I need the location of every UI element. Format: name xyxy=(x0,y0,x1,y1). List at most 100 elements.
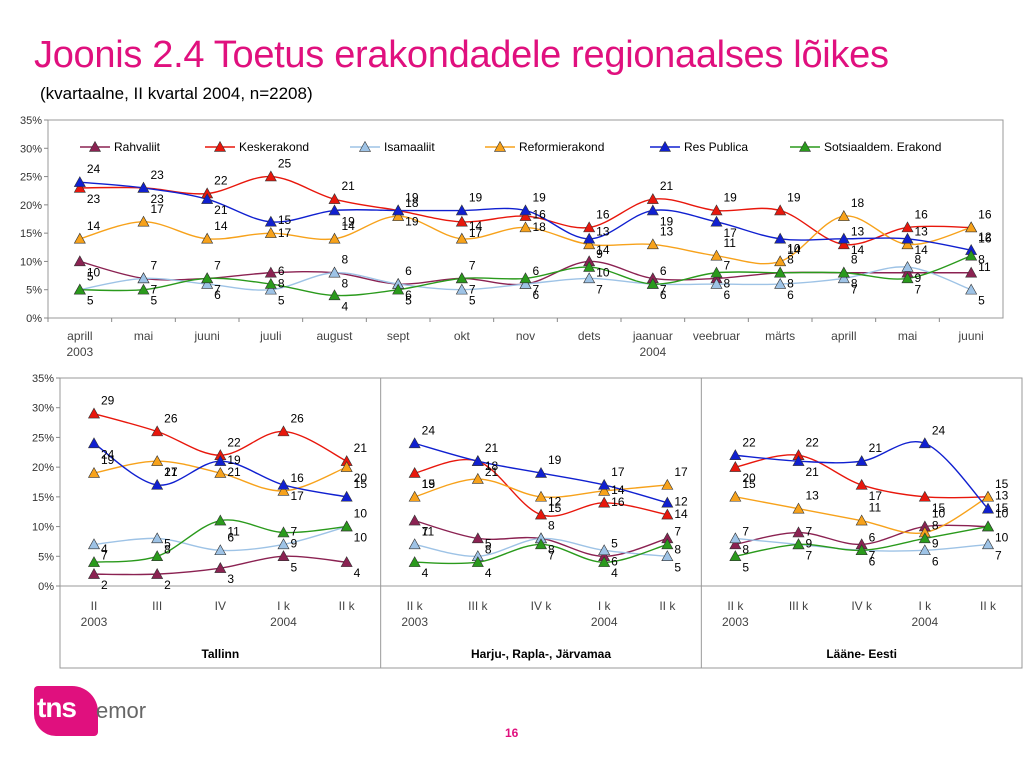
legend-marker-rahvaliit xyxy=(88,140,102,152)
panel-tallinn-data-label-rahvaliit: 5 xyxy=(291,560,298,574)
top-data-label-sotsiaaldem-erakond: 6 xyxy=(660,288,667,302)
top-point-sotsiaaldem-erakond xyxy=(264,277,277,289)
top-data-label-rahvaliit: 7 xyxy=(660,282,667,296)
top-point-rahvaliit xyxy=(264,266,277,278)
top-x-tick-label: juuli xyxy=(259,329,281,343)
panel-harju-rapla-jarvamaa-data-label-reformierakond: 15 xyxy=(548,501,562,515)
panel-laane-eesti-data-label-reformierakond: 9 xyxy=(932,537,939,551)
panel-tallinn-data-label-reformierakond: 16 xyxy=(291,471,305,485)
top-data-label-keskerakond: 19 xyxy=(724,191,738,205)
legend-marker-sotsiaaldem-erakond xyxy=(798,140,812,152)
top-data-label-sotsiaaldem-erakond: 5 xyxy=(405,294,412,308)
bottom-y-tick-label: 30% xyxy=(32,403,54,415)
top-data-label-sotsiaaldem-erakond: 7 xyxy=(214,258,221,272)
top-y-tick-label: 35% xyxy=(20,115,42,127)
top-data-label-reformierakond: 13 xyxy=(596,224,610,238)
panel-harju-rapla-jarvamaa-point-reformierakond xyxy=(408,490,421,502)
panel-tallinn-data-label-rahvaliit: 3 xyxy=(227,572,234,586)
top-point-reformierakond xyxy=(837,210,850,221)
panel-harju-rapla-jarvamaa-data-label-res-publica: 21 xyxy=(485,465,499,479)
legend-label-keskerakond: Keskerakond xyxy=(239,140,309,154)
top-data-label-sotsiaaldem-erakond: 8 xyxy=(724,277,731,291)
panel-tallinn-title: Tallinn xyxy=(201,647,239,661)
top-point-sotsiaaldem-erakond xyxy=(392,283,405,295)
panel-tallinn-data-label-sotsiaaldem-erakond: 4 xyxy=(101,542,108,556)
panel-laane-eesti-data-label-isamaaliit: 7 xyxy=(806,524,813,538)
logo-emor-text: emor xyxy=(96,698,147,723)
panel-laane-eesti-point-reformierakond xyxy=(981,490,995,502)
panel-harju-rapla-jarvamaa-point-reformierakond xyxy=(534,490,548,502)
page-title: Joonis 2.4 Toetus erakondadele regionaal… xyxy=(34,34,889,76)
top-x-tick-label: august xyxy=(316,329,353,343)
top-data-label-reformierakond: 14 xyxy=(214,219,228,233)
top-point-keskerakond xyxy=(583,221,596,233)
top-data-label-keskerakond: 19 xyxy=(787,191,801,205)
top-data-label-reformierakond: 13 xyxy=(915,224,929,238)
panel-tallinn-point-sotsiaaldem-erakond xyxy=(87,556,101,567)
panel-harju-rapla-jarvamaa-data-label-keskerakond: 12 xyxy=(674,495,688,509)
panel-laane-eesti-line-res-publica xyxy=(735,441,989,510)
panel-tallinn-data-label-isamaaliit: 8 xyxy=(164,542,171,556)
panel-tallinn-data-label-reformierakond: 20 xyxy=(354,471,368,485)
panel-laane-eesti-data-label-keskerakond: 20 xyxy=(742,471,756,485)
top-data-label-isamaaliit: 6 xyxy=(533,288,540,302)
top-y-tick-label: 30% xyxy=(20,143,42,155)
top-data-label-keskerakond: 16 xyxy=(915,207,929,221)
panel-harju-rapla-jarvamaa-x-year-label: 2004 xyxy=(591,615,618,629)
top-point-keskerakond xyxy=(837,238,850,250)
top-data-label-res-publica: 19 xyxy=(660,215,674,229)
panel-tallinn-data-label-sotsiaaldem-erakond: 11 xyxy=(227,525,240,539)
top-data-label-res-publica: 14 xyxy=(851,243,865,257)
panel-laane-eesti-data-label-keskerakond: 17 xyxy=(869,489,883,503)
panel-tallinn-point-sotsiaaldem-erakond xyxy=(340,520,353,532)
panel-harju-rapla-jarvamaa-data-label-reformierakond: 16 xyxy=(611,495,625,509)
top-point-isamaaliit xyxy=(519,277,532,289)
panel-harju-rapla-jarvamaa-point-keskerakond xyxy=(408,466,421,478)
panel-tallinn-data-label-rahvaliit: 2 xyxy=(101,578,108,592)
top-point-isamaaliit xyxy=(965,283,978,295)
panel-laane-eesti-point-keskerakond xyxy=(855,478,868,490)
panel-harju-rapla-jarvamaa-data-label-isamaaliit: 7 xyxy=(422,524,429,538)
bottom-y-tick-label: 0% xyxy=(38,581,54,593)
panel-harju-rapla-jarvamaa-title: Harju-, Rapla-, Järvamaa xyxy=(471,647,611,661)
panel-harju-rapla-jarvamaa-x-tick-label: II k xyxy=(407,599,424,613)
panel-tallinn-point-isamaaliit xyxy=(87,538,101,550)
bottom-y-tick-label: 20% xyxy=(32,462,54,474)
panel-laane-eesti-point-keskerakond xyxy=(918,490,931,502)
top-data-label-res-publica: 14 xyxy=(596,243,610,257)
top-point-res-publica xyxy=(837,232,850,244)
panel-harju-rapla-jarvamaa-point-reformierakond xyxy=(661,478,674,490)
legend-label-res-publica: Res Publica xyxy=(684,140,748,154)
top-data-label-isamaaliit: 6 xyxy=(214,288,221,302)
top-point-isamaaliit xyxy=(328,266,341,278)
top-data-label-sotsiaaldem-erakond: 5 xyxy=(151,294,158,308)
panel-harju-rapla-jarvamaa-data-label-rahvaliit: 8 xyxy=(674,542,681,556)
legend-marker-isamaaliit xyxy=(358,140,372,152)
panel-tallinn-point-isamaaliit xyxy=(151,532,164,544)
panel-tallinn-point-res-publica xyxy=(277,478,290,490)
panel-tallinn-x-tick-label: I k xyxy=(277,599,291,613)
panel-laane-eesti-point-sotsiaaldem-erakond xyxy=(729,550,742,561)
panel-harju-rapla-jarvamaa-data-label-isamaaliit: 5 xyxy=(485,536,492,550)
top-data-label-keskerakond: 19 xyxy=(405,191,419,205)
panel-laane-eesti-point-res-publica xyxy=(981,502,995,514)
panel-laane-eesti-data-label-keskerakond: 22 xyxy=(806,435,820,449)
top-data-label-sotsiaaldem-erakond: 7 xyxy=(915,282,922,296)
panel-tallinn-x-tick-label: II k xyxy=(339,599,356,613)
top-data-label-isamaaliit: 6 xyxy=(405,264,412,278)
top-data-label-sotsiaaldem-erakond: 4 xyxy=(342,299,349,313)
top-y-tick-label: 20% xyxy=(20,200,42,212)
panel-harju-rapla-jarvamaa-point-res-publica xyxy=(534,466,548,478)
legend-label-sotsiaaldem-erakond: Sotsiaaldem. Erakond xyxy=(824,140,941,154)
top-x-year-label: 2003 xyxy=(66,345,93,359)
top-data-label-res-publica: 19 xyxy=(342,215,356,229)
top-data-label-res-publica: 12 xyxy=(978,230,992,244)
top-point-isamaaliit xyxy=(137,272,150,284)
top-point-res-publica xyxy=(392,204,405,216)
top-x-tick-label: aprill xyxy=(67,329,92,343)
top-data-label-reformierakond: 18 xyxy=(405,196,419,210)
panel-tallinn-point-res-publica xyxy=(214,455,227,466)
panel-harju-rapla-jarvamaa-x-tick-label: IV k xyxy=(531,599,553,613)
top-data-label-keskerakond: 21 xyxy=(660,179,674,193)
panel-laane-eesti-data-label-res-publica: 21 xyxy=(869,441,883,455)
